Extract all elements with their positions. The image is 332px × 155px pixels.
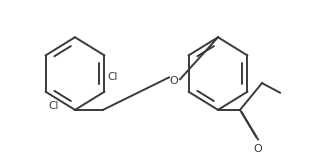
Text: O: O (170, 76, 178, 86)
Text: Cl: Cl (108, 72, 118, 82)
Text: Cl: Cl (48, 101, 59, 111)
Text: O: O (254, 144, 262, 154)
